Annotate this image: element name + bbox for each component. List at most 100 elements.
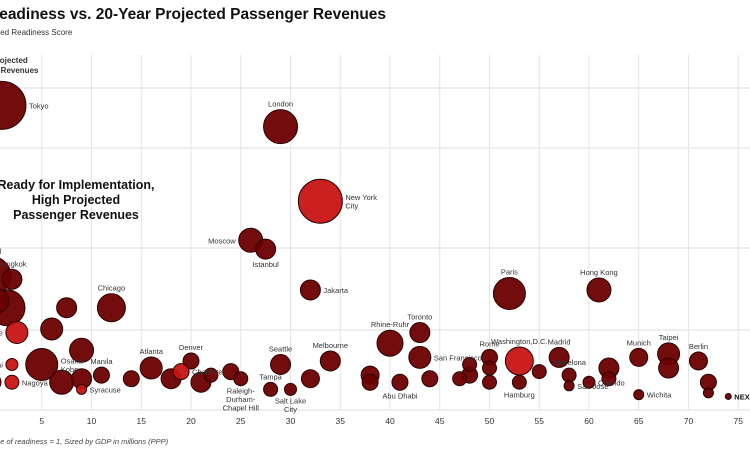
point-label: Manila <box>90 357 113 366</box>
city-bubble <box>255 238 277 260</box>
city-bubble <box>0 288 10 313</box>
city-bubble <box>724 392 732 400</box>
x-tick-label: 50 <box>485 416 495 426</box>
city-bubble <box>49 369 75 395</box>
city-bubble <box>492 277 526 310</box>
city-bubble <box>688 351 708 371</box>
point-label-line: Osaka- <box>61 356 86 365</box>
point-label: Barcelona <box>552 358 587 367</box>
point-label: Moscow <box>208 236 236 245</box>
point-label-line: Wichita <box>647 391 672 400</box>
point-label: Hamburg <box>504 390 535 399</box>
city-bubble <box>462 357 478 372</box>
chart-footnote: me of readiness = 1, Sized by GDP in mil… <box>0 437 169 446</box>
city-bubble <box>182 352 200 370</box>
point-label-line: Chapel Hill <box>223 404 260 413</box>
chart-title: Readiness vs. 20-Year Projected Passenge… <box>0 6 387 23</box>
city-bubble <box>361 373 379 391</box>
city-bubble <box>284 382 297 396</box>
point-label: Istanbul <box>252 260 279 269</box>
x-tick-label: 10 <box>87 416 97 426</box>
point-label-line: Taipei <box>659 333 679 342</box>
city-bubble <box>586 277 612 303</box>
point-label-line: City <box>345 201 358 210</box>
city-bubble <box>601 371 617 387</box>
point-label-line: Hamburg <box>504 390 535 399</box>
point-label-line: Chicago <box>98 284 126 293</box>
point-label-line: Madrid <box>548 337 571 346</box>
point-label: Paris <box>501 268 518 277</box>
point-label: Madrid <box>548 337 571 346</box>
point-label-line: Abu Dhabi <box>382 391 417 400</box>
point-label-line: Nagoya <box>22 378 49 387</box>
city-bubble <box>40 317 64 341</box>
point-label: Munich <box>627 338 651 347</box>
point-label-line: Dubai <box>0 361 3 370</box>
city-bubble <box>270 354 292 375</box>
point-label: Rome <box>479 339 499 348</box>
city-bubble <box>1 268 23 290</box>
city-bubble <box>563 380 575 392</box>
point-label: Orlando <box>598 378 625 387</box>
point-label: Bangkok <box>0 259 27 268</box>
point-label: Denver <box>179 343 204 352</box>
callout-line: High Projected <box>31 193 121 207</box>
city-bubble <box>139 356 163 380</box>
point-label-line: Toronto <box>407 313 432 322</box>
point-label-line: San Jose <box>577 382 608 391</box>
x-tick-label: 15 <box>137 416 147 426</box>
point-label: San Francisco <box>434 353 482 362</box>
x-tick-label: 40 <box>385 416 395 426</box>
x-tick-labels: 5 10 15 20 25 30 35 40 45 50 55 60 65 70 75 <box>39 416 743 426</box>
x-tick-label: 45 <box>435 416 445 426</box>
point-label: Dubai <box>0 361 3 370</box>
point-label-line: Moscow <box>208 236 236 245</box>
quadrant-callout: Ready for Implementation, High Projected… <box>0 178 166 223</box>
point-label: Salt Lake City <box>275 396 306 414</box>
point-label-line: Salt Lake <box>275 396 306 405</box>
point-label-line: Seoul <box>0 247 2 256</box>
point-label-line: Orlando <box>598 378 625 387</box>
point-label-line: Manila <box>90 357 113 366</box>
city-bubble <box>376 329 404 357</box>
city-bubble <box>4 374 20 390</box>
point-label-line: Durham- <box>226 395 256 404</box>
city-bubble <box>531 364 547 380</box>
point-label: Hong Kong <box>580 268 618 277</box>
point-label: London <box>268 100 293 109</box>
y-axis-label-line: r Projected <box>0 56 28 65</box>
city-bubble <box>69 337 95 363</box>
point-label: Nagoya <box>22 378 49 387</box>
point-label-line: Rhine-Ruhr <box>371 320 410 329</box>
city-bubble <box>482 360 497 376</box>
point-label-line: Berlin <box>689 342 708 351</box>
callout-line: Ready for Implementation, <box>0 178 155 192</box>
bubbles <box>0 80 732 401</box>
x-tick-label: 20 <box>186 416 196 426</box>
x-tick-label: 35 <box>336 416 346 426</box>
city-bubble <box>300 369 320 389</box>
point-label-line: City <box>284 405 297 414</box>
point-label-line: Melbourne <box>313 341 348 350</box>
city-bubble <box>561 367 577 383</box>
city-bubble <box>408 345 432 369</box>
city-bubble <box>0 80 27 130</box>
point-label-line: Syracuse <box>90 385 121 394</box>
x-tick-label: 5 <box>39 416 44 426</box>
point-label: Rhine-Ruhr <box>371 320 410 329</box>
city-bubble <box>263 109 299 145</box>
point-label: Berlin <box>689 342 708 351</box>
point-label-line: Seattle <box>269 345 292 354</box>
point-label: Washington,D.C. <box>491 337 547 346</box>
city-bubble <box>702 387 714 399</box>
point-label: New York City <box>345 193 377 211</box>
x-tick-label: 75 <box>734 416 744 426</box>
city-bubble <box>633 389 645 401</box>
city-bubble <box>548 346 570 368</box>
city-bubble <box>452 371 468 387</box>
city-bubble <box>203 367 219 383</box>
point-label-line: Hong Kong <box>580 268 618 277</box>
point-label: Singapore <box>0 329 3 338</box>
point-label-line: Barcelona <box>552 358 587 367</box>
city-bubble <box>482 374 497 390</box>
